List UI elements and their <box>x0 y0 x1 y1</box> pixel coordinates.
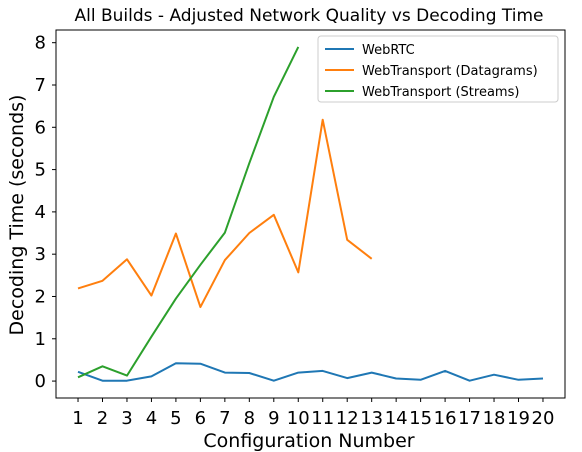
x-tick-label: 15 <box>409 408 432 429</box>
y-tick-label: 7 <box>35 75 46 96</box>
y-tick-label: 0 <box>35 371 46 392</box>
x-axis-label: Configuration Number <box>203 430 414 452</box>
x-tick-label: 2 <box>97 408 108 429</box>
legend-label: WebRTC <box>362 43 415 58</box>
plot-area <box>55 29 566 399</box>
x-tick-label: 8 <box>244 408 255 429</box>
x-tick-label: 11 <box>311 408 334 429</box>
y-axis-label: Decoding Time (seconds) <box>6 95 28 336</box>
x-tick-label: 7 <box>219 408 230 429</box>
x-tick-label: 19 <box>507 408 530 429</box>
x-tick-label: 17 <box>458 408 481 429</box>
legend-label: WebTransport (Datagrams) <box>362 64 538 79</box>
y-tick-label: 6 <box>35 117 46 138</box>
x-tick-label: 18 <box>483 408 506 429</box>
x-axis: 1 2 3 4 5 6 7 8 9 10 11 12 13 14 15 16 17 18 19 20 <box>72 398 554 429</box>
chart-title: All Builds - Adjusted Network Quality vs… <box>75 6 544 26</box>
x-tick-label: 9 <box>268 408 279 429</box>
x-tick-label: 13 <box>360 408 383 429</box>
x-tick-label: 4 <box>146 408 157 429</box>
y-tick-label: 8 <box>35 33 46 54</box>
series-line-1 <box>77 362 544 382</box>
x-tick-label: 6 <box>195 408 206 429</box>
legend-label: WebTransport (Streams) <box>362 85 519 100</box>
legend: WebRTC WebTransport (Datagrams) WebTranspo… <box>317 35 559 103</box>
x-tick-label: 16 <box>434 408 457 429</box>
legend-box <box>317 35 559 103</box>
y-tick-label: 3 <box>35 244 46 265</box>
x-tick-label: 14 <box>385 408 408 429</box>
series-line-3 <box>77 46 300 379</box>
x-tick-label: 5 <box>170 408 181 429</box>
plot-frame <box>55 29 566 399</box>
series-lines <box>77 46 544 382</box>
series-line-2 <box>77 118 373 309</box>
x-tick-label: 12 <box>336 408 359 429</box>
y-tick-label: 1 <box>35 329 46 350</box>
x-tick-label: 3 <box>121 408 132 429</box>
y-tick-label: 4 <box>35 202 46 223</box>
y-tick-label: 2 <box>35 286 46 307</box>
y-tick-label: 5 <box>35 160 46 181</box>
y-axis: 0 1 2 3 4 5 6 7 8 <box>35 33 56 392</box>
x-tick-label: 1 <box>72 408 83 429</box>
x-tick-label: 20 <box>532 408 555 429</box>
x-tick-label: 10 <box>287 408 310 429</box>
